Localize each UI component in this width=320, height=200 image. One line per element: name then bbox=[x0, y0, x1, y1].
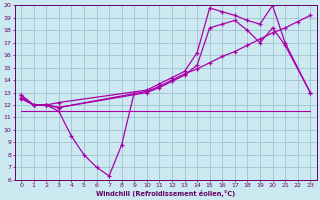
X-axis label: Windchill (Refroidissement éolien,°C): Windchill (Refroidissement éolien,°C) bbox=[96, 190, 235, 197]
